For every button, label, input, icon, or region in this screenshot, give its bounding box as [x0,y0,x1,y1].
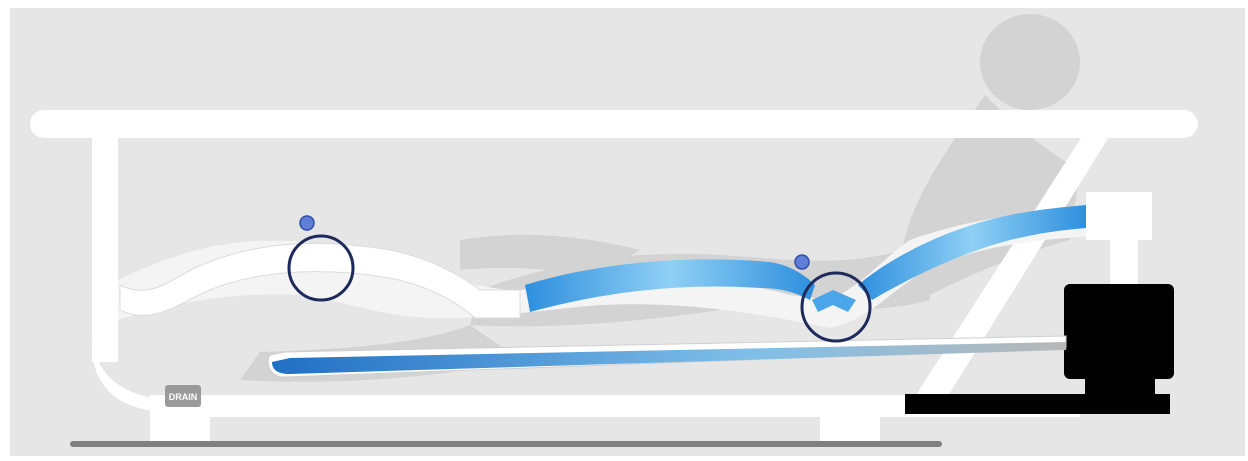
air-bubble-jet-icon [299,215,315,231]
air-channel-active-back [858,205,1086,300]
main-air-pipe-flow [272,342,1066,374]
air-bubble-jet-icon [794,254,810,270]
back-connector [1086,192,1152,240]
tub-rim [30,110,1198,138]
blower-stand [1085,375,1155,397]
air-channel-active-valley [812,290,856,312]
highlight-circle-right [800,271,872,343]
drain-label: DRAIN [169,392,198,402]
air-blower-unit-icon [1064,284,1174,379]
floor-line [70,441,942,447]
air-channel-active-middle [525,259,815,312]
highlight-circle-left [287,234,355,302]
blower-base [905,394,1170,414]
drain-fitting-icon: DRAIN [165,385,201,407]
air-channel-inactive-left [119,242,521,319]
